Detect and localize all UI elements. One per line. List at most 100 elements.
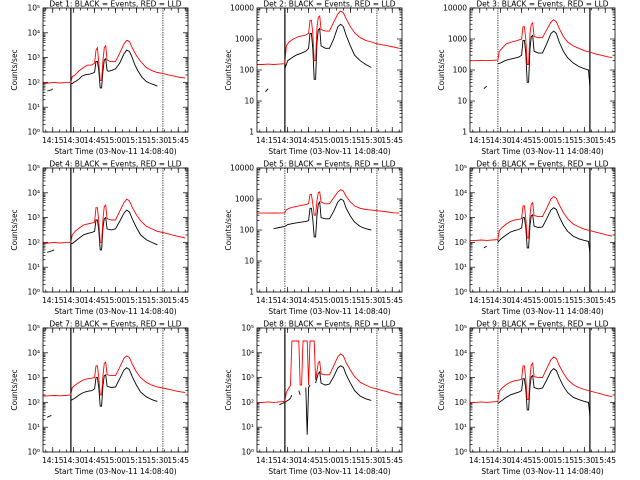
y-tick-label: 10³ <box>27 213 40 222</box>
x-axis-label: Start Time (03-Nov-11 14:08:40) <box>268 467 390 476</box>
y-tick-label: 1000 <box>235 35 254 44</box>
chart-panel: Det 3: BLACK = Events, RED = LLD Counts/s… <box>437 0 616 156</box>
y-tick-label: 1 <box>462 128 467 137</box>
y-tick-label: 10² <box>241 398 254 407</box>
series-line-lld <box>42 198 186 244</box>
chart-panel: Det 4: BLACK = Events, RED = LLD Counts/s… <box>10 160 189 317</box>
y-tick-label: 10¹ <box>27 103 40 112</box>
series-line-lld <box>42 355 186 397</box>
chart-panel: Det 8: BLACK = Events, RED = LLD Counts/s… <box>224 320 403 477</box>
plot-frame <box>469 7 616 133</box>
series-line-events <box>47 49 158 92</box>
x-tick-label: 14:15 <box>469 136 491 145</box>
x-tick-label: 15:30 <box>574 456 596 465</box>
y-tick-label: 10² <box>454 238 467 247</box>
x-axis-label: Start Time (03-Nov-11 14:08:40) <box>481 147 603 156</box>
chart-title: Det 2: BLACK = Events, RED = LLD <box>263 0 395 9</box>
x-tick-label: 14:30 <box>277 296 299 305</box>
y-tick-label: 10⁵ <box>454 324 467 333</box>
y-axis-label: Counts/sec <box>224 49 233 90</box>
x-tick-label: 15:45 <box>594 296 616 305</box>
chart-panel: Det 2: BLACK = Events, RED = LLD Counts/s… <box>224 0 403 156</box>
y-tick-label: 10² <box>454 398 467 407</box>
y-axis-label: Counts/sec <box>10 209 19 250</box>
y-tick-label: 10⁵ <box>241 324 254 333</box>
x-axis-label: Start Time (03-Nov-11 14:08:40) <box>268 307 390 316</box>
y-axis-label: Counts/sec <box>224 369 233 410</box>
x-axis-label: Start Time (03-Nov-11 14:08:40) <box>54 467 176 476</box>
series-line-events <box>497 368 591 416</box>
x-tick-label: 15:00 <box>532 136 554 145</box>
plot-frame <box>469 167 616 293</box>
x-tick-label: 14:45 <box>511 456 533 465</box>
x-tick-label: 14:15 <box>42 296 64 305</box>
y-tick-label: 10⁴ <box>454 348 467 357</box>
series-line-lld <box>470 19 613 65</box>
x-tick-label: 15:30 <box>574 296 596 305</box>
y-axis-label: Counts/sec <box>437 49 446 90</box>
x-tick-label: 14:30 <box>63 456 85 465</box>
y-tick-label: 10⁴ <box>27 28 40 37</box>
y-tick-label: 10³ <box>27 53 40 62</box>
x-tick-label: 14:30 <box>277 136 299 145</box>
y-tick-label: 10⁰ <box>241 448 254 457</box>
x-tick-label: 15:30 <box>147 136 169 145</box>
x-tick-label: 14:45 <box>511 136 533 145</box>
x-tick-label: 14:45 <box>298 296 320 305</box>
series-line-events <box>47 209 158 253</box>
chart-title: Det 5: BLACK = Events, RED = LLD <box>263 160 395 169</box>
x-tick-label: 14:15 <box>42 456 64 465</box>
x-tick-label: 15:00 <box>105 296 127 305</box>
x-tick-label: 14:15 <box>256 296 278 305</box>
y-tick-label: 100 <box>240 66 255 75</box>
y-tick-label: 10⁰ <box>27 448 40 457</box>
chart-title: Det 8: BLACK = Events, RED = LLD <box>263 320 395 329</box>
y-tick-label: 1 <box>249 128 254 137</box>
chart-title: Det 3: BLACK = Events, RED = LLD <box>476 0 608 9</box>
y-tick-label: 10⁵ <box>454 164 467 173</box>
y-tick-label: 10⁴ <box>241 348 254 357</box>
x-axis-label: Start Time (03-Nov-11 14:08:40) <box>268 147 390 156</box>
y-tick-label: 10000 <box>443 4 467 13</box>
x-tick-label: 14:30 <box>63 136 85 145</box>
y-tick-label: 10² <box>27 238 40 247</box>
y-tick-label: 10⁰ <box>27 288 40 297</box>
plot-frame <box>256 327 403 453</box>
x-tick-label: 15:15 <box>553 296 575 305</box>
x-axis-label: Start Time (03-Nov-11 14:08:40) <box>481 307 603 316</box>
chart-title: Det 1: BLACK = Events, RED = LLD <box>49 0 181 9</box>
series-line-lld <box>42 39 186 84</box>
x-tick-label: 14:15 <box>469 296 491 305</box>
series-line-events <box>483 30 591 90</box>
x-tick-label: 15:15 <box>340 296 362 305</box>
x-tick-label: 15:30 <box>361 456 383 465</box>
series-line-lld <box>257 340 400 403</box>
series-line-events <box>273 198 372 238</box>
x-tick-label: 15:45 <box>594 456 616 465</box>
chart-title: Det 7: BLACK = Events, RED = LLD <box>49 320 181 329</box>
y-tick-label: 1 <box>249 288 254 297</box>
y-tick-label: 10³ <box>27 373 40 382</box>
y-tick-label: 10¹ <box>454 263 467 272</box>
x-tick-label: 15:45 <box>167 456 189 465</box>
x-tick-label: 14:15 <box>256 456 278 465</box>
y-tick-label: 10 <box>244 257 254 266</box>
chart-panel: Det 6: BLACK = Events, RED = LLD Counts/s… <box>437 160 616 317</box>
x-tick-label: 15:00 <box>105 136 127 145</box>
y-tick-label: 1000 <box>448 35 467 44</box>
x-tick-label: 14:15 <box>42 136 64 145</box>
x-tick-label: 14:15 <box>256 136 278 145</box>
chart-title: Det 4: BLACK = Events, RED = LLD <box>49 160 181 169</box>
y-tick-label: 10⁴ <box>27 188 40 197</box>
y-tick-label: 10⁵ <box>27 324 40 333</box>
y-tick-label: 10² <box>27 398 40 407</box>
x-tick-label: 15:15 <box>126 136 148 145</box>
y-tick-label: 100 <box>240 226 255 235</box>
x-tick-label: 15:00 <box>319 456 341 465</box>
x-tick-label: 15:45 <box>167 296 189 305</box>
plot-frame <box>256 167 403 293</box>
x-axis-label: Start Time (03-Nov-11 14:08:40) <box>54 307 176 316</box>
plot-frame <box>256 7 403 133</box>
y-tick-label: 10¹ <box>27 423 40 432</box>
y-tick-label: 10³ <box>241 373 254 382</box>
